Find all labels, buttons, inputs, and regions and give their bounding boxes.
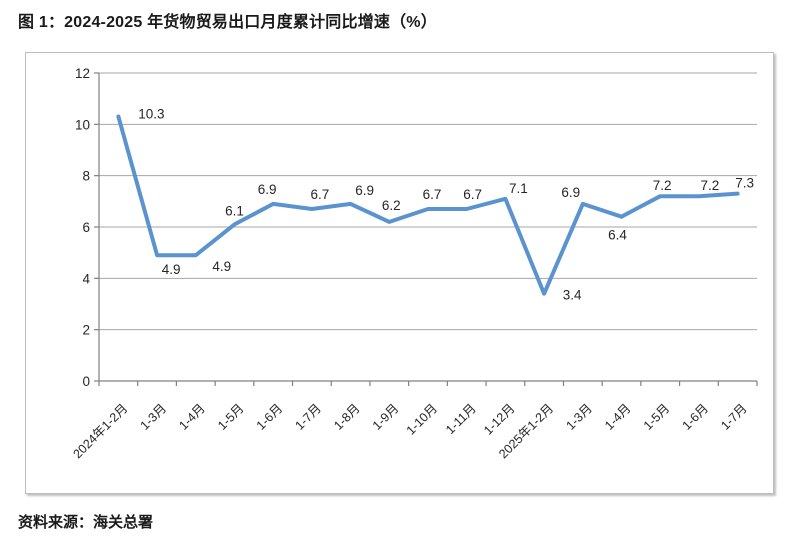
svg-text:2: 2 — [82, 323, 90, 338]
y-tick-labels: 0 2 4 6 8 10 12 — [75, 66, 91, 389]
axes — [94, 72, 758, 386]
svg-text:1-7月: 1-7月 — [718, 401, 750, 433]
svg-text:1-8月: 1-8月 — [331, 401, 363, 433]
svg-text:6.7: 6.7 — [423, 187, 442, 202]
svg-text:6.7: 6.7 — [311, 187, 330, 202]
svg-text:6.4: 6.4 — [608, 228, 627, 243]
svg-text:1-6月: 1-6月 — [680, 401, 712, 433]
svg-text:1-3月: 1-3月 — [138, 401, 170, 433]
svg-text:6.9: 6.9 — [258, 182, 277, 197]
chart-frame: 0 2 4 6 8 10 12 2024年1-2月 1-3月 1-4月 1-5月 1-6月 1-7月 1-… — [25, 52, 774, 494]
svg-text:1-11月: 1-11月 — [443, 401, 479, 437]
svg-text:10: 10 — [75, 117, 90, 132]
svg-text:6.7: 6.7 — [463, 187, 482, 202]
svg-text:4.9: 4.9 — [212, 259, 231, 274]
svg-text:4: 4 — [82, 271, 90, 286]
svg-text:1-4月: 1-4月 — [602, 401, 634, 433]
svg-text:6.9: 6.9 — [355, 183, 374, 198]
data-labels: 10.3 4.9 4.9 6.1 6.9 6.7 6.9 6.2 6.7 6.7 7.1 3.4 6.9… — [138, 107, 754, 303]
gridlines — [99, 72, 757, 331]
svg-text:7.2: 7.2 — [701, 178, 720, 193]
x-tick-labels: 2024年1-2月 1-3月 1-4月 1-5月 1-6月 1-7月 1-8月 1-9月 1-1… — [70, 401, 749, 461]
svg-text:1-12月: 1-12月 — [481, 401, 517, 437]
svg-text:3.4: 3.4 — [563, 288, 582, 303]
svg-text:7.1: 7.1 — [509, 181, 528, 196]
svg-text:4.9: 4.9 — [162, 262, 181, 277]
svg-text:2024年1-2月: 2024年1-2月 — [70, 401, 130, 461]
figure-title: 图 1：2024-2025 年货物贸易出口月度累计同比增速（%） — [18, 14, 437, 31]
svg-text:7.3: 7.3 — [735, 176, 754, 191]
svg-text:7.2: 7.2 — [653, 178, 672, 193]
svg-text:1-7月: 1-7月 — [292, 401, 324, 433]
data-line — [116, 114, 740, 296]
svg-text:6.2: 6.2 — [382, 198, 401, 213]
svg-text:6.1: 6.1 — [225, 203, 244, 218]
svg-text:0: 0 — [82, 374, 90, 389]
svg-text:1-3月: 1-3月 — [563, 401, 595, 433]
svg-text:6.9: 6.9 — [561, 185, 580, 200]
svg-text:12: 12 — [75, 66, 90, 81]
svg-text:8: 8 — [82, 169, 90, 184]
svg-text:1-5月: 1-5月 — [641, 401, 673, 433]
svg-text:1-10月: 1-10月 — [404, 401, 440, 437]
svg-text:6: 6 — [82, 220, 90, 235]
svg-text:1-5月: 1-5月 — [215, 401, 247, 433]
svg-text:1-6月: 1-6月 — [254, 401, 286, 433]
source-note: 资料来源：海关总署 — [18, 514, 154, 531]
svg-text:1-9月: 1-9月 — [370, 401, 402, 433]
svg-text:1-4月: 1-4月 — [176, 401, 208, 433]
svg-text:10.3: 10.3 — [138, 107, 164, 122]
